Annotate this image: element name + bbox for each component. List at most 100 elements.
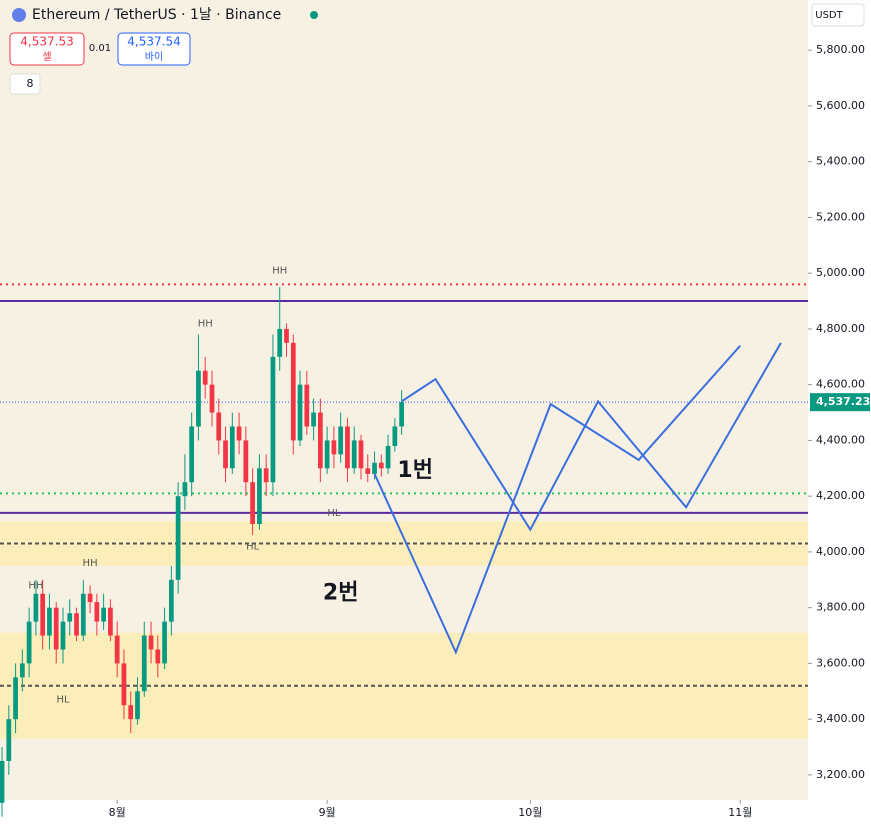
candle-body xyxy=(216,412,222,441)
last-price-label: 4,537.23 xyxy=(816,395,870,408)
candle-body xyxy=(189,426,195,483)
annotation: HL xyxy=(327,508,341,519)
y-tick-label: 4,800.00 xyxy=(816,322,865,335)
candle-body xyxy=(284,328,289,343)
candle-body xyxy=(114,635,120,664)
candle-body xyxy=(141,635,147,692)
candle-body xyxy=(13,677,18,720)
candle-body xyxy=(108,607,113,636)
candle-body xyxy=(6,719,12,761)
candle-body xyxy=(0,760,5,803)
candle-body xyxy=(378,462,384,469)
candle-body xyxy=(229,426,235,469)
sell-price: 4,537.53 xyxy=(20,35,73,49)
annotation: 1번 xyxy=(397,458,433,483)
candle-body xyxy=(263,468,269,483)
annotation: HH xyxy=(28,580,43,591)
y-tick-label: 3,600.00 xyxy=(816,656,865,669)
candle-body xyxy=(297,384,303,441)
candle-body xyxy=(392,426,398,446)
coin-icon xyxy=(12,8,26,22)
candle-body xyxy=(209,384,215,413)
candle-body xyxy=(80,593,86,636)
annotation: HH xyxy=(83,558,98,569)
candle-body xyxy=(223,440,228,469)
candle-body xyxy=(243,440,249,483)
candle-body xyxy=(40,593,46,636)
y-tick-label: 3,800.00 xyxy=(816,601,865,614)
candle-body xyxy=(365,468,371,474)
candle-body xyxy=(358,440,364,469)
sell-label: 셀 xyxy=(42,51,51,63)
candle-body xyxy=(128,705,134,720)
candle-body xyxy=(53,607,59,650)
candle-body xyxy=(311,412,316,427)
candle-body xyxy=(26,621,32,664)
candle-body xyxy=(168,579,174,622)
candle-body xyxy=(351,440,357,469)
candle-body xyxy=(87,593,93,603)
y-tick-label: 5,600.00 xyxy=(816,99,865,112)
candle-body xyxy=(94,602,100,622)
y-tick-label: 5,800.00 xyxy=(816,43,865,56)
y-tick-label: 4,200.00 xyxy=(816,489,865,502)
y-tick-label: 3,200.00 xyxy=(816,768,865,781)
candle-body xyxy=(331,440,337,455)
candle-body xyxy=(345,426,350,469)
y-tick-label: 4,600.00 xyxy=(816,378,865,391)
y-tick-label: 4,400.00 xyxy=(816,433,865,446)
candle-body xyxy=(385,445,391,469)
candle-body xyxy=(101,607,106,622)
candle-body xyxy=(304,384,310,427)
candle-body xyxy=(277,328,283,357)
candle-body xyxy=(270,356,276,483)
candle-body xyxy=(338,426,344,455)
last-price-tag xyxy=(810,393,870,412)
y-tick-label: 4,000.00 xyxy=(816,545,865,558)
candle-body xyxy=(74,613,79,636)
candle-body xyxy=(257,468,262,525)
annotation: HL xyxy=(56,695,70,706)
currency-selector[interactable] xyxy=(811,3,865,27)
candle-body xyxy=(135,691,140,720)
buy-label: 바이 xyxy=(145,51,163,63)
candle-body xyxy=(19,663,25,678)
status-dot xyxy=(310,11,318,19)
buy-button[interactable] xyxy=(117,32,191,66)
currency: USDT xyxy=(815,10,843,21)
annotation: 2번 xyxy=(323,581,359,606)
y-tick-label: 5,400.00 xyxy=(816,155,865,168)
candle-body xyxy=(148,635,154,650)
candle-body xyxy=(60,621,66,650)
buy-price: 4,537.54 xyxy=(127,35,180,49)
y-tick-label: 5,000.00 xyxy=(816,266,865,279)
symbol-title: Ethereum / TetherUS · 1날 · Binance xyxy=(32,7,281,23)
sell-button[interactable] xyxy=(9,32,85,66)
candle-body xyxy=(155,649,161,664)
spread: 0.01 xyxy=(89,43,111,54)
indicator-toggle[interactable] xyxy=(9,73,41,95)
candle-body xyxy=(324,440,330,469)
annotation: HL xyxy=(246,541,260,552)
candle-body xyxy=(236,426,242,441)
candle-body xyxy=(290,342,296,441)
price-axis-background xyxy=(808,0,871,827)
annotation: HH xyxy=(272,265,287,276)
x-tick-label: 8월 xyxy=(109,806,126,819)
time-axis-background xyxy=(0,800,808,827)
candle-body xyxy=(372,462,377,474)
annotation: HH xyxy=(198,318,213,329)
x-tick-label: 11월 xyxy=(728,806,752,819)
candle-body xyxy=(317,412,323,469)
candle-body xyxy=(196,370,201,427)
indicator-count: 8 xyxy=(27,77,34,90)
candle-body xyxy=(175,496,181,580)
x-tick-label: 10월 xyxy=(518,806,542,819)
y-tick-label: 5,200.00 xyxy=(816,210,865,223)
candle-body xyxy=(121,663,127,706)
candle-body xyxy=(250,482,255,525)
y-tick-label: 3,400.00 xyxy=(816,712,865,725)
candle-body xyxy=(182,482,188,497)
